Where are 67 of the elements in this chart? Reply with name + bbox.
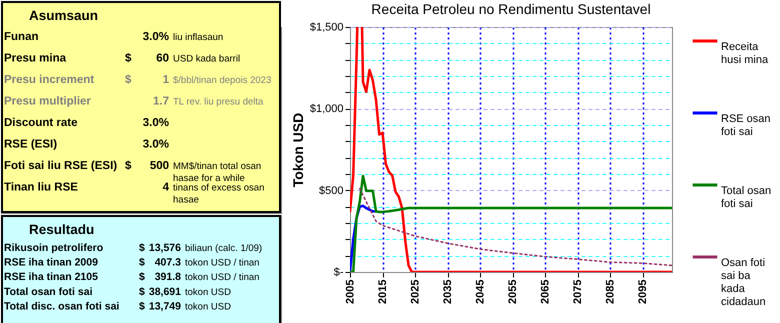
text: $ xyxy=(139,300,145,312)
text: $/bbl/tinan depois 2023 xyxy=(173,75,272,86)
text: Resultadu xyxy=(29,222,94,237)
y-axis-title: Tokon USD xyxy=(290,112,306,188)
x-tick-label: 2055 xyxy=(507,280,520,304)
text: 13,576 xyxy=(148,242,181,254)
text: 391.8 xyxy=(154,271,181,284)
text: RSE (ESI) xyxy=(4,138,58,150)
text: 500 xyxy=(150,160,169,172)
y-tick-label: $1,500 xyxy=(310,22,344,34)
x-tick-label: 2045 xyxy=(474,280,487,304)
text: tokon USD / tinan xyxy=(185,258,260,269)
text: $ xyxy=(139,271,145,284)
text: tinans of excess osan hasae xyxy=(173,182,264,206)
text: tokon USD xyxy=(185,286,231,298)
text: tokon USD / tinan xyxy=(185,272,260,284)
text: Total disc. osan foti sai xyxy=(4,300,120,312)
y-tick-label: $500 xyxy=(319,184,344,197)
legend-label: Total osan foti sai xyxy=(721,185,772,210)
x-tick-label: 2035 xyxy=(442,280,454,304)
text: 407.3 xyxy=(154,256,181,269)
text: Rikusoin petrolifero xyxy=(4,242,104,254)
legend-label: RSE osan foti sai xyxy=(721,113,771,138)
text: $ xyxy=(139,256,145,269)
text: 60 xyxy=(156,52,169,64)
text: Discount rate xyxy=(4,117,78,129)
text: TL rev. liu presu delta xyxy=(173,96,264,108)
text: 13,749 xyxy=(148,300,181,312)
text: liu inflasaun xyxy=(173,32,224,43)
x-tick-label: 2015 xyxy=(377,280,390,304)
text: USD kada barril xyxy=(173,54,240,64)
text: 3.0% xyxy=(142,31,169,43)
text: $ xyxy=(139,242,145,254)
text: tokon USD xyxy=(185,301,231,312)
text: Presu mina xyxy=(4,52,66,64)
text: 4 xyxy=(162,182,169,194)
x-tick-label: 2065 xyxy=(540,280,552,304)
text: Presu increment xyxy=(4,74,94,86)
line-series xyxy=(359,188,672,266)
text: RSE iha tinan 2105 xyxy=(4,271,98,284)
x-tick-label: 2075 xyxy=(572,280,584,304)
text: Total osan foti sai xyxy=(4,286,92,298)
x-tick-label: 2025 xyxy=(410,280,422,304)
legend-label: Receita husi mina xyxy=(721,41,769,66)
chart-title: Receita Petroleu no Rendimentu Sustentavel xyxy=(371,1,651,17)
legend-label: Osan foti sai ba kada cidadaun xyxy=(721,257,766,308)
text: RSE iha tinan 2009 xyxy=(4,256,98,269)
text: Funan xyxy=(4,31,38,43)
text: 1 xyxy=(162,74,169,86)
text: Presu multiplier xyxy=(4,96,91,108)
x-tick-label: 2085 xyxy=(604,280,617,304)
text: 3.0% xyxy=(142,138,169,150)
text: Asumsaun xyxy=(29,8,98,23)
text: $ xyxy=(139,286,145,298)
x-tick-label: 2095 xyxy=(637,280,650,304)
text: $ xyxy=(125,52,132,64)
text: 3.0% xyxy=(142,117,169,129)
text: Foti sai liu RSE (ESI) xyxy=(4,160,118,172)
text: biliaun (calc. 1/09) xyxy=(185,243,262,254)
y-tick-label: $1,000 xyxy=(310,103,344,116)
y-tick-label: $- xyxy=(334,266,344,278)
text: 38,691 xyxy=(148,286,181,298)
text: $ xyxy=(125,160,132,172)
text: $ xyxy=(125,74,132,86)
text: 1.7 xyxy=(153,96,169,108)
text: Tinan liu RSE xyxy=(4,182,78,194)
x-tick-label: 2005 xyxy=(344,280,356,304)
